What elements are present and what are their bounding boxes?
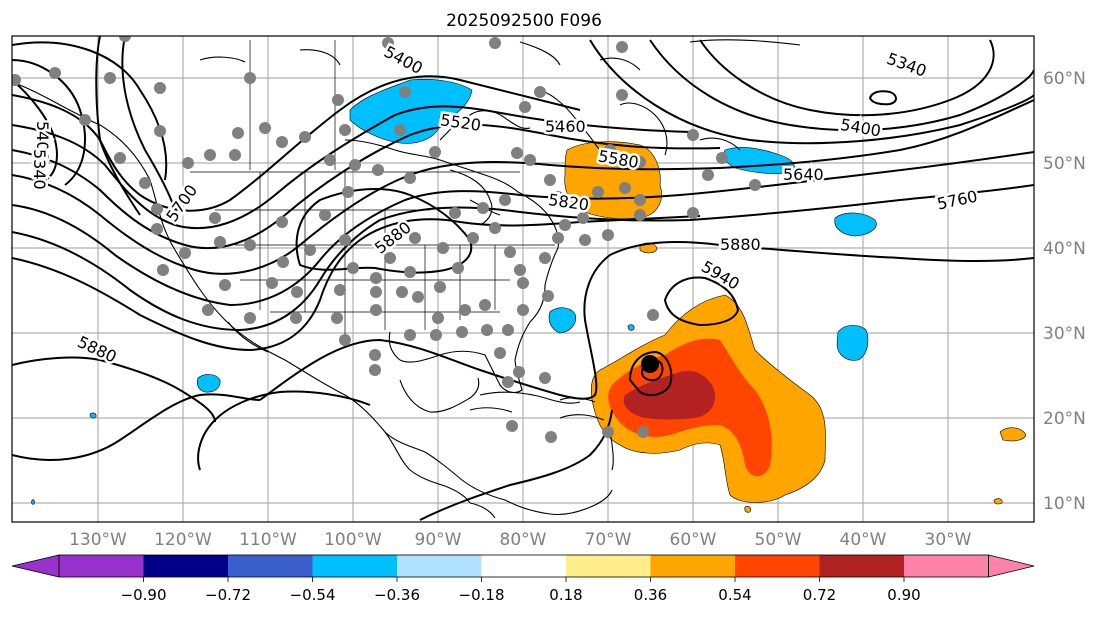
- pacific-anomaly-blue: [196, 374, 221, 393]
- contour-5700: [12, 257, 251, 351]
- contour-5760: [12, 184, 1034, 332]
- anomaly-blue-small-1: [627, 324, 635, 331]
- colorbar-swatch: [397, 555, 482, 577]
- contour-c: [121, 36, 176, 211]
- contour-5880-west: [12, 356, 216, 423]
- contour-a: [12, 41, 168, 181]
- station-markers: [12, 36, 761, 443]
- latitude-labels: 60°N 50°N 40°N 30°N 20°N 10°N: [1043, 69, 1086, 514]
- lon-label: 90°W: [415, 530, 462, 550]
- lon-label: 60°W: [670, 530, 717, 550]
- colorbar-swatch: [566, 555, 651, 577]
- negative-anomaly-shading: [31, 79, 877, 505]
- anomaly-blue-small-2: [89, 412, 97, 419]
- lat-label: 30°N: [1043, 324, 1086, 344]
- colorbar-tick-label: 0.54: [718, 586, 751, 604]
- contour-5820: [249, 215, 701, 351]
- map-title: 2025092500 F096: [446, 11, 602, 31]
- colorbar-swatch: [143, 555, 228, 577]
- anomaly-blue-small-3: [31, 499, 35, 505]
- colorbar-swatch: [228, 555, 313, 577]
- colorbar-tick-label: −0.36: [374, 586, 420, 604]
- contour-label: 5880: [720, 235, 761, 254]
- contour-5340-east: [699, 39, 995, 117]
- anomaly-orange-small-4: [744, 506, 751, 513]
- lon-label: 120°W: [154, 530, 212, 550]
- lon-label: 80°W: [500, 530, 547, 550]
- contour-5520: [12, 123, 721, 250]
- contour-5580: [12, 99, 1034, 275]
- contour-5400-west: [12, 59, 86, 186]
- colorbar-swatch: [650, 555, 735, 577]
- contour-5340-west: [12, 79, 58, 181]
- colorbar-tick-label: −0.72: [205, 586, 251, 604]
- colorbar-min-extension: [11, 554, 60, 578]
- colorbar-swatch: [904, 555, 989, 577]
- contour-label: 5400: [33, 121, 52, 162]
- lat-label: 40°N: [1043, 239, 1086, 259]
- contour-label: 5460: [545, 117, 586, 136]
- contour-5400-east: [649, 39, 1034, 132]
- colorbar-swatch: [819, 555, 904, 577]
- lon-label: 70°W: [585, 530, 632, 550]
- lon-label: 110°W: [239, 530, 297, 550]
- contour-5880-subtrop: [259, 241, 1034, 401]
- colorbar-tick-label: 0.72: [803, 586, 836, 604]
- contour-5340-low: [868, 90, 897, 106]
- colorbar-swatch: [59, 555, 144, 577]
- contour-label: 5640: [783, 165, 824, 184]
- colorbar-tick-label: −0.90: [121, 586, 167, 604]
- colorbar-tick-label: −0.54: [290, 586, 336, 604]
- longitude-labels: 130°W 120°W 110°W 100°W 90°W 80°W 70°W 6…: [69, 530, 972, 550]
- atlantic-anomaly-blue-1: [834, 212, 877, 237]
- contour-hurricane-outer: [628, 350, 673, 397]
- height-contours: [12, 36, 1034, 521]
- contour-5520-east: [589, 39, 1034, 145]
- colorbar-swatch: [312, 555, 397, 577]
- colorbar-tick-label: 0.90: [887, 586, 920, 604]
- lon-label: 30°W: [925, 530, 972, 550]
- lat-label: 10°N: [1043, 494, 1086, 514]
- lon-label: 100°W: [324, 530, 382, 550]
- contour-5880-bottom: [197, 390, 371, 471]
- colorbar-tick-label: −0.18: [459, 586, 505, 604]
- lon-label: 50°W: [755, 530, 802, 550]
- contour-5640: [12, 151, 1034, 307]
- lat-label: 60°N: [1043, 69, 1086, 89]
- anomaly-orange-small-2: [999, 427, 1027, 442]
- lon-label: 40°W: [840, 530, 887, 550]
- colorbar-tick-label: 0.18: [549, 586, 582, 604]
- tropical-anomaly-darkred: [623, 370, 716, 420]
- lon-label: 130°W: [69, 530, 127, 550]
- contour-5940: [663, 276, 740, 327]
- anomaly-orange-small-3: [993, 498, 1003, 505]
- lat-label: 20°N: [1043, 409, 1086, 429]
- lat-label: 50°N: [1043, 154, 1086, 174]
- atlantic-anomaly-blue-3: [548, 307, 576, 334]
- colorbar-max-extension: [988, 554, 1035, 578]
- colorbar-swatch: [735, 555, 820, 577]
- contour-5880-pacific: [12, 393, 261, 461]
- storm-center-marker: [641, 355, 659, 373]
- contour-5460: [12, 105, 691, 230]
- colorbar-swatch: [481, 555, 566, 577]
- contour-label: 5340: [30, 149, 49, 190]
- contour-5400-main: [12, 75, 581, 212]
- colorbar: −0.90 −0.72 −0.54 −0.36 −0.18 0.18 0.36 …: [11, 554, 1035, 604]
- colorbar-tick-label: 0.36: [634, 586, 667, 604]
- map-frame: [11, 35, 1035, 523]
- colorbar-outline: [58, 554, 989, 578]
- atlantic-anomaly-blue-2: [836, 325, 869, 361]
- graticule: [12, 36, 1034, 522]
